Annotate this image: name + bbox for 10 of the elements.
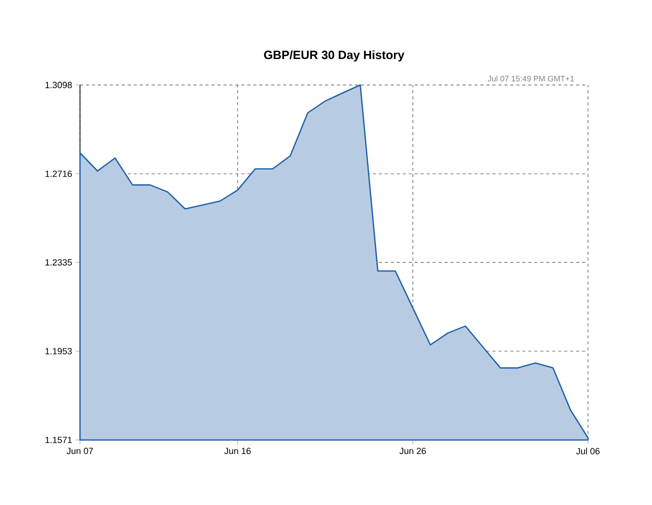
y-tick-label: 1.1953 — [46, 348, 72, 354]
x-tick-label: Jun 07 — [66, 448, 93, 454]
y-tick-label: 1.1571 — [46, 436, 72, 444]
y-tick-label: 1.2716 — [46, 170, 72, 177]
y-tick-label: 1.2335 — [46, 259, 72, 266]
y-tick-label: 1.3098 — [46, 82, 72, 88]
x-tick-label: Jul 06 — [576, 448, 600, 454]
chart-title: GBP/EUR 30 Day History — [264, 50, 404, 62]
x-tick-label: Jun 16 — [224, 448, 251, 454]
x-tick-label: Jun 26 — [400, 448, 426, 454]
